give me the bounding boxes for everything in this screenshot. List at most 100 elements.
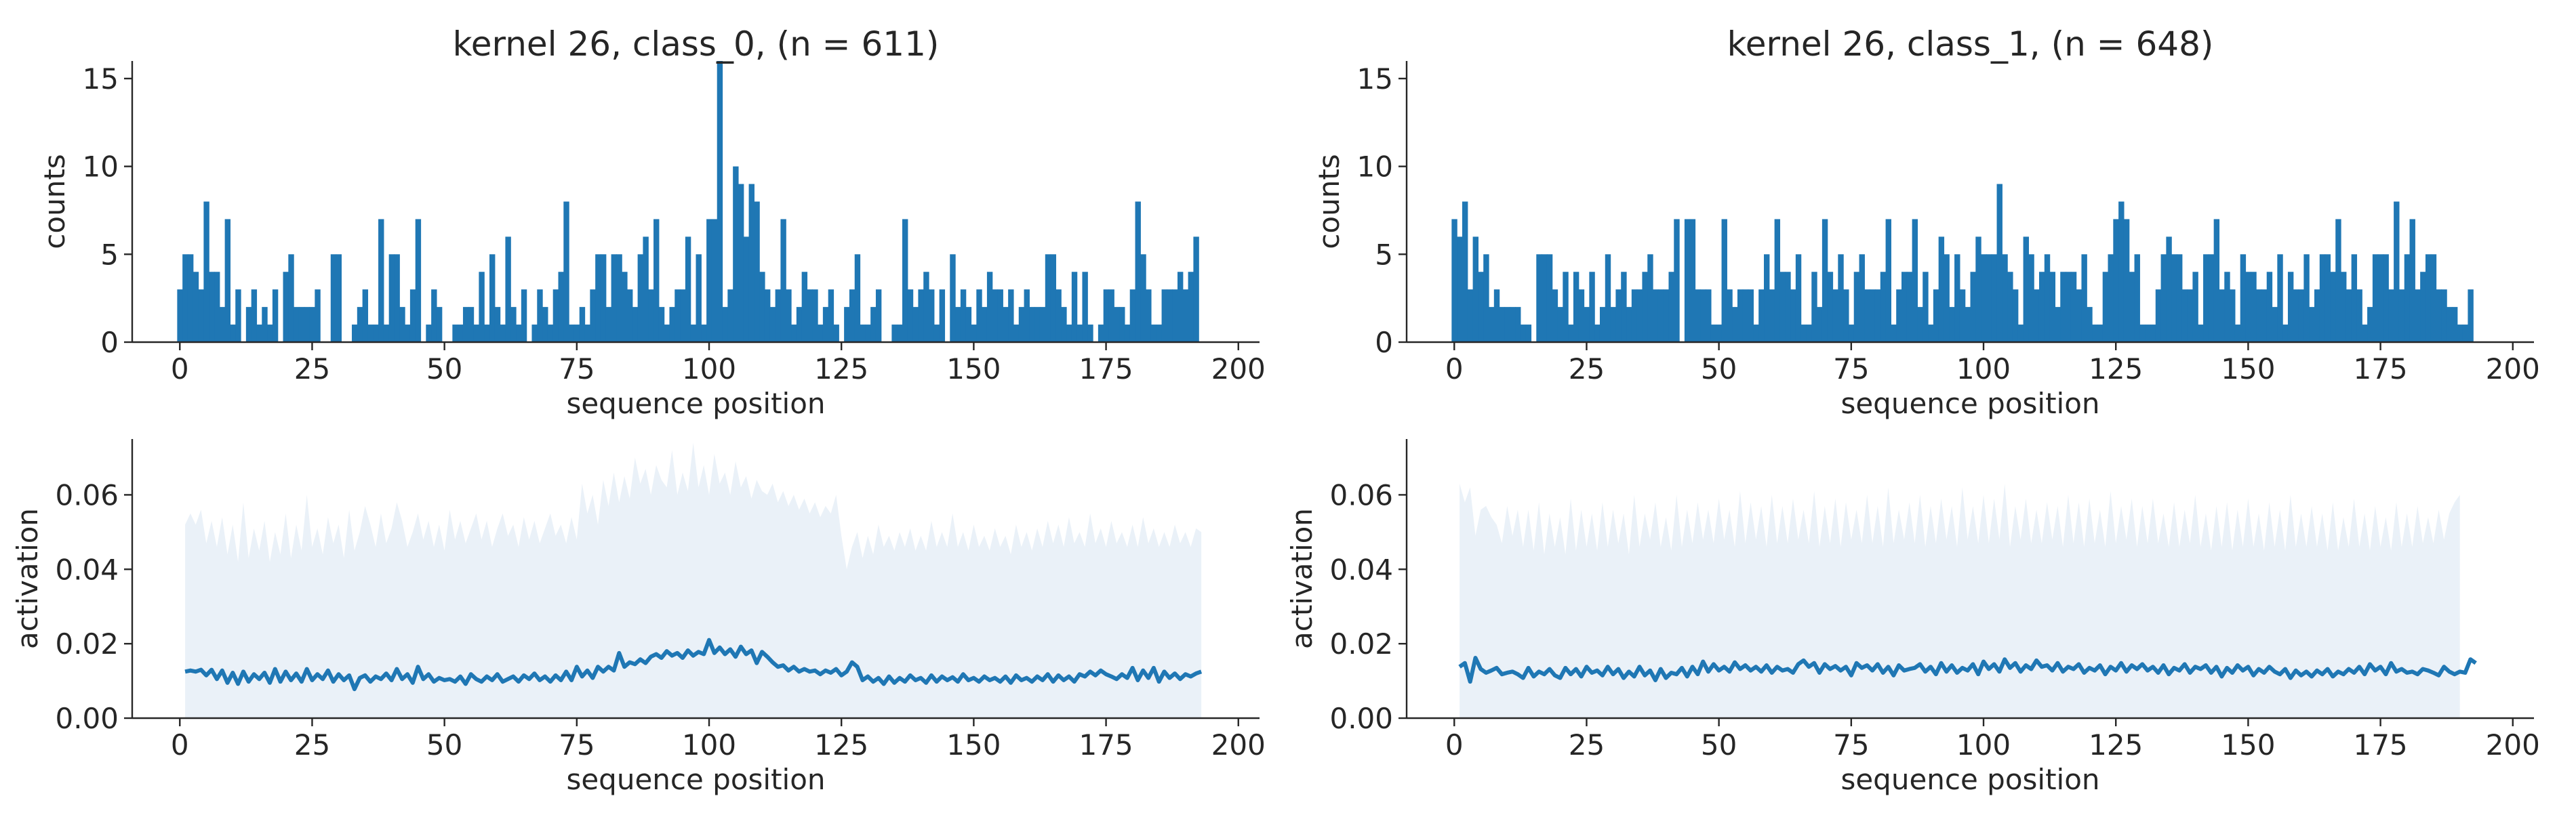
histogram-bar bbox=[2007, 272, 2013, 342]
y-axis-label: activation bbox=[11, 508, 44, 649]
y-tick-label: 0.02 bbox=[1329, 627, 1393, 661]
histogram-bar bbox=[1933, 289, 1939, 342]
histogram-bar bbox=[1493, 289, 1500, 342]
x-tick-label: 50 bbox=[426, 728, 462, 762]
histogram-bar bbox=[2134, 254, 2140, 342]
x-tick-label: 75 bbox=[559, 728, 595, 762]
histogram-bar bbox=[2319, 254, 2326, 342]
histogram-bar bbox=[2447, 307, 2453, 342]
histogram-bar bbox=[294, 307, 300, 342]
histogram-bar bbox=[1552, 289, 1558, 342]
histogram-bar bbox=[367, 325, 374, 342]
histogram-bar bbox=[1716, 325, 1723, 342]
histogram-bar bbox=[1478, 272, 1484, 342]
histogram-bar bbox=[1584, 307, 1590, 342]
x-tick-label: 175 bbox=[2353, 352, 2407, 385]
histogram-bar bbox=[2002, 254, 2008, 342]
histogram-bar bbox=[1769, 289, 1775, 342]
histogram-bar bbox=[1811, 272, 1817, 342]
histogram-bar bbox=[1066, 325, 1072, 342]
histogram-bar bbox=[1626, 307, 1632, 342]
histogram-bar bbox=[907, 289, 914, 342]
x-tick-label: 150 bbox=[946, 728, 1001, 762]
y-tick-label: 0.02 bbox=[55, 627, 119, 661]
histogram-bar bbox=[960, 289, 967, 342]
histogram-bar bbox=[1710, 325, 1717, 342]
x-tick-label: 125 bbox=[814, 352, 868, 385]
histogram-bar bbox=[2203, 254, 2209, 342]
histogram-bar bbox=[818, 325, 824, 342]
histogram-bar bbox=[1975, 236, 1981, 342]
histogram-bar bbox=[2468, 289, 2474, 342]
histogram-bar bbox=[1981, 254, 1987, 342]
histogram-bar bbox=[431, 289, 437, 342]
histogram-bar bbox=[1753, 325, 1759, 342]
histogram-bar bbox=[1087, 325, 1093, 342]
histogram-bar bbox=[2293, 289, 2299, 342]
histogram-bar bbox=[2441, 289, 2447, 342]
histogram-bar bbox=[801, 272, 808, 342]
x-tick-label: 25 bbox=[1569, 728, 1605, 762]
histogram-bar bbox=[182, 254, 188, 342]
x-tick-label: 175 bbox=[1079, 352, 1133, 385]
histogram-bar bbox=[2251, 272, 2257, 342]
histogram-bar bbox=[2139, 325, 2146, 342]
histogram-bar bbox=[2219, 289, 2225, 342]
histogram-bar bbox=[2171, 254, 2177, 342]
histogram-bar bbox=[352, 325, 358, 342]
histogram-bar bbox=[1832, 289, 1838, 342]
x-tick-label: 0 bbox=[171, 352, 189, 385]
y-tick-label: 0.04 bbox=[55, 553, 119, 586]
histogram-bar bbox=[2129, 272, 2135, 342]
histogram-bar bbox=[357, 307, 363, 342]
x-tick-label: 0 bbox=[1445, 352, 1464, 385]
x-tick-label: 50 bbox=[1701, 728, 1737, 762]
histogram-bar bbox=[2023, 236, 2029, 342]
x-tick-label: 200 bbox=[1211, 728, 1266, 762]
histogram-bar bbox=[1050, 254, 1057, 342]
histogram-bar bbox=[1785, 272, 1791, 342]
histogram-bar bbox=[754, 201, 760, 342]
histogram-bar bbox=[2362, 325, 2368, 342]
histogram-bar bbox=[2240, 254, 2247, 342]
histogram-bar bbox=[680, 289, 686, 342]
y-axis-label: counts bbox=[38, 154, 71, 249]
x-tick-label: 25 bbox=[294, 352, 330, 385]
histogram-bar bbox=[2123, 219, 2130, 342]
histogram-bar bbox=[1605, 254, 1611, 342]
histogram-bar bbox=[1119, 307, 1125, 342]
histogram-bar bbox=[1082, 272, 1088, 342]
x-tick-label: 50 bbox=[426, 352, 462, 385]
histogram-bar bbox=[2181, 289, 2188, 342]
histogram-bar bbox=[669, 307, 675, 342]
histogram-bar bbox=[510, 307, 517, 342]
histogram-bar bbox=[675, 289, 681, 342]
histogram-bar bbox=[971, 325, 977, 342]
histogram-bar bbox=[1795, 254, 1802, 342]
histogram-bar bbox=[500, 325, 506, 342]
histogram-bar bbox=[2092, 325, 2098, 342]
y-tick-label: 10 bbox=[1357, 150, 1393, 184]
histogram-bar bbox=[976, 289, 982, 342]
histogram-bar bbox=[860, 325, 866, 342]
y-tick-label: 15 bbox=[1357, 62, 1393, 96]
histogram-bar bbox=[854, 254, 861, 342]
histogram-bar bbox=[2367, 307, 2373, 342]
histogram-bar bbox=[1774, 219, 1781, 342]
histogram-bar bbox=[1970, 272, 1976, 342]
histogram-bar bbox=[992, 289, 999, 342]
histogram-bar bbox=[2325, 254, 2331, 342]
histogram-bar bbox=[796, 307, 803, 342]
y-tick-label: 5 bbox=[1375, 238, 1393, 271]
histogram-bar bbox=[415, 219, 422, 342]
histogram-bar bbox=[1462, 201, 1468, 342]
histogram-bar bbox=[235, 289, 241, 342]
histogram-bar bbox=[2457, 325, 2463, 342]
mean-activation-line bbox=[1458, 656, 2477, 684]
histogram-bar bbox=[1874, 289, 1881, 342]
histogram-bar bbox=[1843, 289, 1849, 342]
histogram-bar bbox=[373, 325, 379, 342]
histogram-bar bbox=[426, 325, 432, 342]
histogram-bar bbox=[1504, 307, 1510, 342]
